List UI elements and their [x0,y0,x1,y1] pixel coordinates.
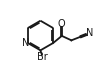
Text: N: N [86,28,93,38]
Text: N: N [22,38,29,48]
Text: O: O [58,19,66,29]
Text: Br: Br [37,52,47,62]
